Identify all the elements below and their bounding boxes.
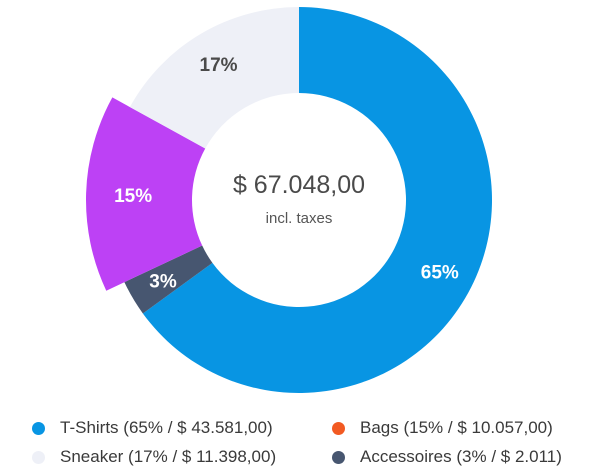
legend-item-sneaker[interactable]: Sneaker (17% / $ 11.398,00)	[32, 447, 332, 467]
slice-label-accessoires: 3%	[149, 271, 177, 292]
legend-dot-sneaker	[32, 450, 45, 464]
legend-dot-bags	[332, 421, 345, 435]
slice-bags[interactable]	[86, 97, 206, 291]
legend-text-bags: Bags (15% / $ 10.057,00)	[360, 418, 553, 437]
slice-sneaker[interactable]	[129, 7, 299, 149]
legend-text-sneaker: Sneaker (17% / $ 11.398,00)	[60, 447, 277, 466]
donut-chart: 65% 3% 15% 17% $ 67.048,00 incl. taxes	[86, 7, 493, 394]
slice-label-sneaker: 17%	[200, 55, 238, 76]
slice-t-shirts[interactable]	[142, 7, 493, 394]
center-total-value: $ 67.048,00	[233, 171, 365, 199]
legend-dot-tshirts	[32, 421, 45, 435]
slice-accessoires[interactable]	[124, 245, 213, 314]
slice-label-t-shirts: 65%	[421, 263, 459, 284]
legend-item-tshirts[interactable]: T-Shirts (65% / $ 43.581,00)	[32, 418, 332, 438]
legend-text-accessoires: Accessoires (3% / $ 2.011)	[360, 447, 562, 466]
chart-legend: T-Shirts (65% / $ 43.581,00) Bags (15% /…	[32, 418, 605, 467]
legend-item-bags[interactable]: Bags (15% / $ 10.057,00)	[332, 418, 592, 438]
legend-text-tshirts: T-Shirts (65% / $ 43.581,00)	[60, 418, 273, 437]
legend-dot-accessoires	[332, 450, 345, 464]
legend-item-accessoires[interactable]: Accessoires (3% / $ 2.011)	[332, 447, 592, 467]
slice-label-bags: 15%	[114, 186, 152, 207]
center-caption: incl. taxes	[266, 210, 333, 227]
